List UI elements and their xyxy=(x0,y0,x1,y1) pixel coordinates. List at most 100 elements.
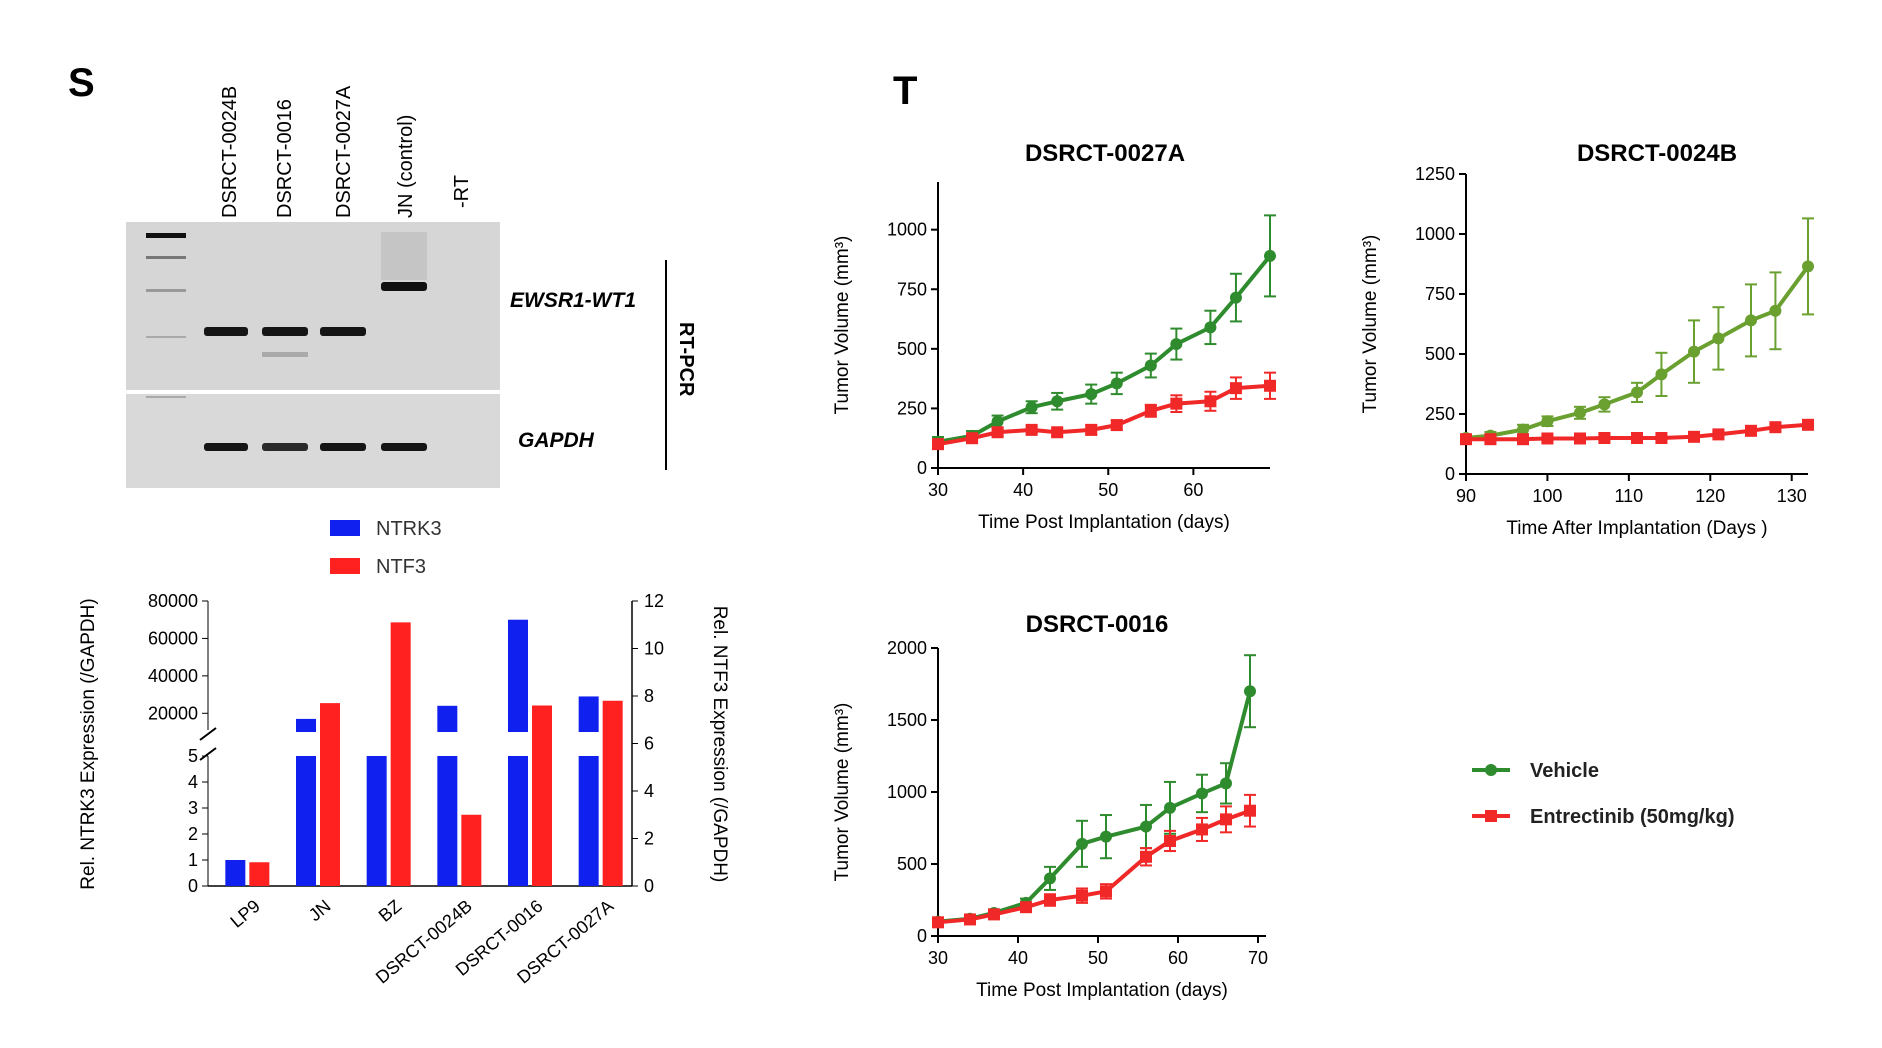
data-point-entrectinib xyxy=(1769,421,1782,434)
data-point-vehicle xyxy=(1517,423,1529,436)
data-point-vehicle xyxy=(1025,401,1038,414)
x-tick-label: 40 xyxy=(1013,480,1033,500)
y-tick-label: 1000 xyxy=(887,782,927,802)
data-point-entrectinib xyxy=(1244,804,1256,817)
data-point-vehicle xyxy=(1110,377,1123,390)
data-point-vehicle xyxy=(1076,837,1088,850)
data-point-entrectinib xyxy=(1574,432,1586,445)
data-point-entrectinib xyxy=(932,438,944,451)
data-point-vehicle xyxy=(1085,388,1098,401)
data-point-entrectinib xyxy=(932,916,944,929)
x-tick-label: LP9 xyxy=(227,896,264,932)
bar-chart: NTRK3NTF30123452000040000600008000002468… xyxy=(78,518,730,988)
y-axis-label: Rel. NTRK3 Expression (/GAPDH) xyxy=(78,598,99,889)
data-point-vehicle xyxy=(1541,415,1554,428)
axis-break-mark xyxy=(199,727,217,741)
data-point-vehicle xyxy=(1100,830,1112,843)
y-axis-label: Tumor Volume (mm³) xyxy=(832,703,853,882)
y-tick-label: 500 xyxy=(897,339,927,359)
gel-top-panel xyxy=(126,222,500,390)
y-tick-label: 3 xyxy=(188,798,198,818)
y-tick-label: 20000 xyxy=(148,703,198,723)
bar-ntrk3-lower xyxy=(578,756,599,886)
data-point-entrectinib xyxy=(1076,889,1088,902)
data-point-entrectinib xyxy=(1144,404,1157,417)
x-axis-label: Time Post Implantation (days) xyxy=(978,512,1230,533)
y-tick-label: 1 xyxy=(188,850,198,870)
y-tick-label: 750 xyxy=(1425,284,1455,304)
x-tick-label: 30 xyxy=(928,480,948,500)
y-tick-label: 40000 xyxy=(148,666,198,686)
x-tick-label: 30 xyxy=(928,948,948,968)
y-tick-label: 4 xyxy=(188,772,198,792)
bar-ntf3 xyxy=(390,622,411,886)
data-point-vehicle xyxy=(1170,338,1183,351)
x-axis-label: Time Post Implantation (days) xyxy=(976,980,1228,1001)
x-axis-label: Time After Implantation (Days ) xyxy=(1506,518,1767,539)
y2-tick-label: 4 xyxy=(644,781,654,801)
data-point-vehicle xyxy=(1802,260,1814,273)
legend-entrectinib-marker xyxy=(1485,810,1497,822)
bar-ntrk3-upper xyxy=(437,705,458,732)
data-point-entrectinib xyxy=(1025,423,1038,436)
y2-tick-label: 8 xyxy=(644,686,654,706)
gel-bottom-panel xyxy=(126,394,500,488)
data-point-entrectinib xyxy=(964,913,976,926)
bar-ntrk3 xyxy=(225,860,246,886)
y-tick-label: 1000 xyxy=(887,220,927,240)
data-point-entrectinib xyxy=(1631,432,1643,444)
data-point-entrectinib xyxy=(1170,397,1183,410)
gel-lane-label: -RT xyxy=(451,175,473,208)
bar-ntf3 xyxy=(532,705,552,886)
y2-tick-label: 6 xyxy=(644,734,654,754)
gel-lane-label: DSRCT-0016 xyxy=(274,99,296,218)
data-point-entrectinib xyxy=(1229,382,1242,395)
data-point-vehicle xyxy=(1229,291,1242,304)
data-point-vehicle xyxy=(1051,395,1064,408)
bar-ntf3 xyxy=(320,703,340,886)
legend-ntf3-swatch xyxy=(330,558,360,574)
bar-ntrk3-upper xyxy=(578,696,599,732)
bar-ntrk3-upper xyxy=(296,718,316,732)
data-point-entrectinib xyxy=(1051,426,1064,439)
bar-ntf3 xyxy=(602,700,623,886)
y-tick-label: 1500 xyxy=(887,710,927,730)
y2-tick-label: 12 xyxy=(644,591,664,611)
data-point-entrectinib xyxy=(1745,424,1757,437)
gel-row-label: GAPDH xyxy=(518,429,595,452)
y-tick-label: 0 xyxy=(1445,464,1455,484)
bar-ntrk3-lower xyxy=(366,756,387,886)
legend-vehicle-label: Vehicle xyxy=(1530,760,1599,782)
y2-tick-label: 2 xyxy=(644,829,654,849)
data-point-vehicle xyxy=(1574,406,1586,419)
y-tick-label: 250 xyxy=(897,398,927,418)
chart-title: DSRCT-0016 xyxy=(1026,611,1169,638)
y-tick-label: 5 xyxy=(188,746,198,766)
series-line-vehicle xyxy=(937,254,1272,444)
data-point-entrectinib xyxy=(1712,428,1725,441)
data-point-vehicle xyxy=(1688,345,1700,358)
data-point-entrectinib xyxy=(1196,823,1208,836)
gel-lane-label: JN (control) xyxy=(395,115,417,218)
data-point-vehicle xyxy=(1164,801,1176,814)
data-point-vehicle xyxy=(1598,398,1611,411)
data-point-vehicle xyxy=(991,415,1004,428)
legend-entrectinib-label: Entrectinib (50mg/kg) xyxy=(1530,806,1734,828)
legend-vehicle-marker xyxy=(1485,764,1497,776)
data-point-vehicle xyxy=(1220,777,1232,790)
y-tick-label: 250 xyxy=(1425,404,1455,424)
data-point-entrectinib xyxy=(1517,433,1529,446)
x-tick-label: 50 xyxy=(1088,948,1108,968)
y-tick-label: 1000 xyxy=(1415,224,1455,244)
y2-tick-label: 10 xyxy=(644,639,664,659)
bar-ntf3 xyxy=(461,814,482,886)
bar-ntrk3-lower xyxy=(296,756,316,886)
data-point-vehicle xyxy=(1769,304,1782,317)
data-point-entrectinib xyxy=(1085,423,1098,436)
data-point-vehicle xyxy=(1264,249,1276,262)
x-tick-label: 100 xyxy=(1532,486,1562,506)
y2-axis-label: Rel. NTF3 Expression (/GAPDH) xyxy=(709,606,730,883)
x-tick-label: 120 xyxy=(1695,486,1725,506)
data-point-entrectinib xyxy=(1100,885,1112,898)
